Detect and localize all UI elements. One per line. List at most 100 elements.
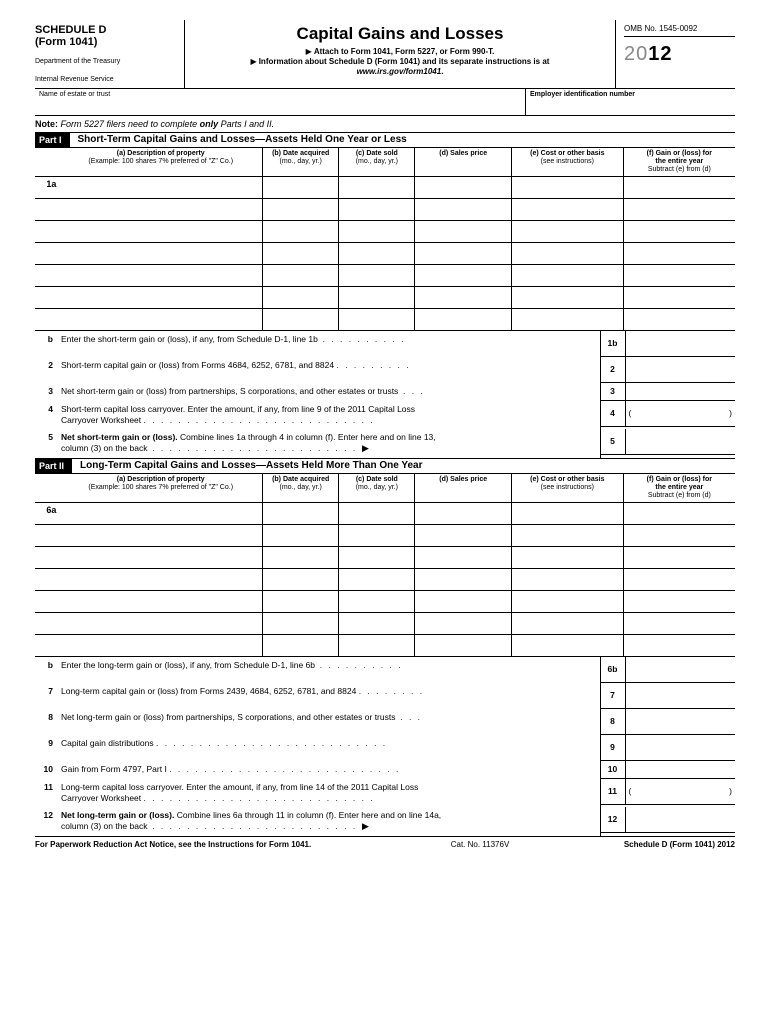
val-6b[interactable] (626, 657, 736, 682)
cell[interactable] (263, 568, 339, 590)
cell[interactable] (263, 502, 339, 524)
val-12[interactable] (626, 807, 736, 832)
val-9[interactable] (626, 735, 736, 760)
cell[interactable] (263, 198, 339, 220)
cell[interactable] (59, 308, 262, 330)
cell[interactable] (59, 546, 262, 568)
cell[interactable] (59, 176, 262, 198)
cell[interactable] (263, 308, 339, 330)
cell[interactable] (415, 612, 512, 634)
cell[interactable] (339, 264, 415, 286)
cell[interactable] (511, 568, 623, 590)
cell[interactable] (511, 242, 623, 264)
cell[interactable] (59, 590, 262, 612)
name-field[interactable]: Name of estate or trust (35, 89, 525, 115)
cell[interactable] (415, 524, 512, 546)
cell[interactable] (623, 546, 735, 568)
cell[interactable] (59, 502, 262, 524)
cell[interactable] (59, 524, 262, 546)
cell[interactable] (339, 502, 415, 524)
cell[interactable] (623, 308, 735, 330)
cell[interactable] (339, 286, 415, 308)
cell[interactable] (623, 634, 735, 656)
cell[interactable] (59, 612, 262, 634)
cell[interactable] (511, 502, 623, 524)
val-10[interactable] (626, 761, 736, 778)
cell[interactable] (59, 634, 262, 656)
cell[interactable] (623, 612, 735, 634)
cell[interactable] (415, 546, 512, 568)
cell[interactable] (415, 590, 512, 612)
cell[interactable] (415, 634, 512, 656)
val-1b[interactable] (626, 331, 736, 356)
cell[interactable] (339, 634, 415, 656)
cell[interactable] (511, 546, 623, 568)
cell[interactable] (339, 612, 415, 634)
cell[interactable] (59, 198, 262, 220)
val-11[interactable]: () (626, 779, 736, 804)
cell[interactable] (339, 524, 415, 546)
cell[interactable] (623, 590, 735, 612)
cell[interactable] (339, 220, 415, 242)
box-7: 7 (601, 683, 626, 708)
cell[interactable] (415, 264, 512, 286)
cell[interactable] (511, 308, 623, 330)
cell[interactable] (511, 286, 623, 308)
cell[interactable] (511, 612, 623, 634)
cell[interactable] (415, 286, 512, 308)
cell[interactable] (623, 264, 735, 286)
cell[interactable] (415, 176, 512, 198)
cell[interactable] (415, 198, 512, 220)
cell[interactable] (511, 220, 623, 242)
cell[interactable] (263, 220, 339, 242)
cell[interactable] (511, 264, 623, 286)
cell[interactable] (59, 242, 262, 264)
cell[interactable] (59, 264, 262, 286)
cell[interactable] (511, 176, 623, 198)
cell[interactable] (623, 220, 735, 242)
val-8[interactable] (626, 709, 736, 734)
cell[interactable] (59, 568, 262, 590)
cell[interactable] (59, 286, 262, 308)
cell[interactable] (339, 198, 415, 220)
cell[interactable] (511, 634, 623, 656)
cell[interactable] (339, 308, 415, 330)
line-2-num: 2 (35, 357, 59, 383)
val-7[interactable] (626, 683, 736, 708)
cell[interactable] (623, 176, 735, 198)
cell[interactable] (263, 612, 339, 634)
val-4[interactable]: () (626, 401, 736, 426)
cell[interactable] (263, 634, 339, 656)
cell[interactable] (623, 502, 735, 524)
cell[interactable] (339, 176, 415, 198)
val-3[interactable] (626, 383, 736, 400)
cell[interactable] (511, 590, 623, 612)
cell[interactable] (415, 308, 512, 330)
cell[interactable] (623, 286, 735, 308)
cell[interactable] (263, 242, 339, 264)
cell[interactable] (415, 502, 512, 524)
cell[interactable] (623, 198, 735, 220)
cell[interactable] (263, 286, 339, 308)
cell[interactable] (415, 220, 512, 242)
ein-field[interactable]: Employer identification number (525, 89, 735, 115)
val-2[interactable] (626, 357, 736, 382)
cell[interactable] (415, 242, 512, 264)
cell[interactable] (263, 590, 339, 612)
cell[interactable] (623, 524, 735, 546)
cell[interactable] (339, 590, 415, 612)
cell[interactable] (263, 264, 339, 286)
cell[interactable] (339, 568, 415, 590)
val-5[interactable] (626, 429, 736, 454)
cell[interactable] (263, 524, 339, 546)
cell[interactable] (263, 546, 339, 568)
cell[interactable] (511, 524, 623, 546)
cell[interactable] (59, 220, 262, 242)
cell[interactable] (511, 198, 623, 220)
cell[interactable] (263, 176, 339, 198)
cell[interactable] (415, 568, 512, 590)
cell[interactable] (339, 242, 415, 264)
cell[interactable] (623, 242, 735, 264)
cell[interactable] (339, 546, 415, 568)
cell[interactable] (623, 568, 735, 590)
